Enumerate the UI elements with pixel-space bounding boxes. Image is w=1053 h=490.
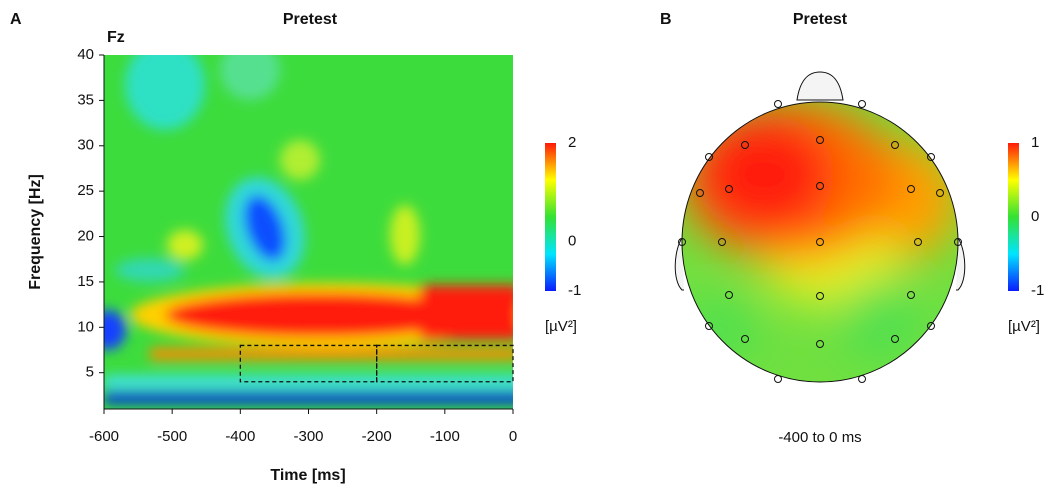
head-nose <box>796 71 844 101</box>
chart-title: Pretest <box>793 11 848 28</box>
y-tick-label: 25 <box>77 182 94 199</box>
colorbar-label: [µV²] <box>545 318 577 335</box>
y-tick-label: 30 <box>77 137 94 154</box>
x-tick-label: -400 <box>225 428 255 445</box>
x-tick-label: -500 <box>157 428 187 445</box>
colorbar-tick-label: 0 <box>568 233 576 250</box>
colorbar-label: [µV²] <box>1008 318 1040 335</box>
colorbar <box>545 143 556 291</box>
channel-label: Fz <box>107 29 125 46</box>
colorbar-tick-label: 0 <box>1031 208 1039 225</box>
x-tick-label: -200 <box>362 428 392 445</box>
panel-label: A <box>10 11 22 28</box>
colorbar-tick-label: -1 <box>1031 282 1044 299</box>
electrodes <box>678 100 962 383</box>
chart-title: Pretest <box>283 11 338 28</box>
heatmap-image <box>104 55 513 409</box>
y-tick-label: 35 <box>77 91 94 108</box>
x-tick-label: 0 <box>509 428 517 445</box>
colorbar <box>1008 143 1019 291</box>
x-tick-label: -600 <box>89 428 119 445</box>
topomap-image <box>682 102 958 382</box>
colorbar-tick-label: 2 <box>568 134 576 151</box>
panel-label: B <box>660 11 672 28</box>
x-axis-label: Time [ms] <box>270 467 345 484</box>
y-tick-label: 20 <box>77 228 94 245</box>
colorbar-tick-label: -1 <box>568 282 581 299</box>
colorbar-tick-label: 1 <box>1031 134 1039 151</box>
x-tick-label: -100 <box>430 428 460 445</box>
y-tick-label: 40 <box>77 46 94 63</box>
x-tick-label: -300 <box>293 428 323 445</box>
region-box <box>239 344 378 383</box>
y-tick-label: 15 <box>77 273 94 290</box>
caption: -400 to 0 ms <box>778 429 861 446</box>
y-tick-label: 10 <box>77 318 94 335</box>
y-tick-label: 5 <box>86 364 94 381</box>
region-box <box>376 344 514 383</box>
head-outline <box>681 101 959 383</box>
y-axis-label: Frequency [Hz] <box>27 174 44 290</box>
